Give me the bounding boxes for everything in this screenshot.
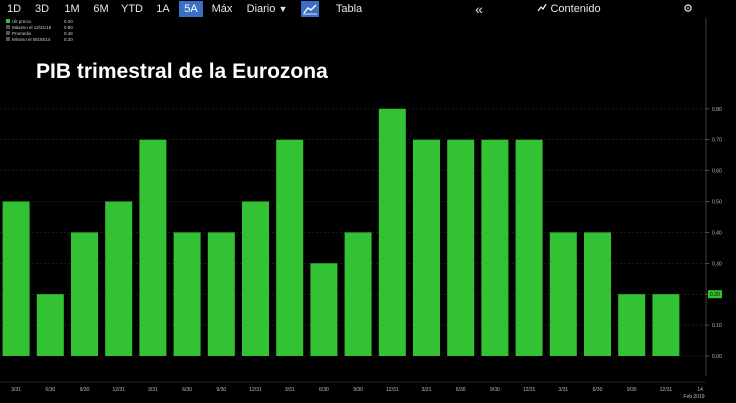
x-tick-label: 6/30	[593, 387, 603, 393]
y-tick-label: 0.80	[712, 107, 722, 113]
bar	[139, 139, 167, 356]
bar	[276, 139, 304, 356]
range-ytd-button[interactable]: YTD	[121, 3, 143, 15]
x-footer-label: Feb 2019	[683, 394, 704, 400]
bar	[344, 232, 372, 356]
x-tick-label: 9/30	[353, 387, 363, 393]
x-tick-label: 3/31	[285, 387, 295, 393]
x-tick-label: 9/30	[627, 387, 637, 393]
y-tick-label: 0.50	[712, 200, 722, 206]
caret-down-icon: ▼	[278, 4, 288, 14]
bar	[413, 139, 440, 356]
bar	[447, 139, 475, 356]
legend-swatch	[6, 25, 10, 29]
content-button[interactable]: Contenido	[533, 1, 605, 17]
bar	[36, 294, 64, 356]
x-tick-label: 3/31	[148, 387, 158, 393]
x-tick-label: 6/30	[456, 387, 466, 393]
bars	[2, 108, 680, 356]
bar	[584, 232, 611, 356]
x-tick-label: 9/30	[216, 387, 226, 393]
x-tick-label: 9/30	[490, 387, 500, 393]
sparkline-icon	[537, 3, 547, 12]
legend-item-value: 0.20	[64, 19, 73, 24]
x-tick-label: 12/31	[386, 387, 399, 393]
legend-item-value: 0.49	[64, 31, 73, 36]
y-axis: 0.000.100.200.300.400.500.600.700.800.20	[705, 18, 722, 376]
last-value-tag	[708, 290, 722, 299]
legend-item-value: 0.20	[64, 37, 73, 42]
bar	[173, 232, 201, 356]
bar	[207, 232, 235, 356]
bar	[481, 139, 509, 356]
range-5a-button[interactable]: 5A	[179, 1, 203, 17]
y-tick-label: 0.70	[712, 138, 722, 144]
last-value-label: 0.20	[710, 292, 720, 298]
range-1d-button[interactable]: 1D	[6, 3, 22, 15]
gdp-bar-chart: 0.000.100.200.300.400.500.600.700.800.20…	[0, 18, 722, 400]
toolbar: 1D 3D 1M 6M YTD 1A 5A Máx Diario ▼ Tabla…	[0, 0, 736, 18]
content-label: Contenido	[550, 3, 601, 15]
bar	[105, 201, 133, 356]
x-tick-label: 12/31	[112, 387, 125, 393]
legend-swatch	[6, 31, 10, 35]
bar	[549, 232, 577, 356]
bar	[242, 201, 269, 356]
line-chart-icon	[303, 4, 317, 15]
y-tick-label: 0.60	[712, 169, 722, 175]
bar	[618, 294, 646, 356]
table-button[interactable]: Tabla	[335, 3, 363, 15]
y-tick-label: 0.40	[712, 230, 722, 236]
x-tick-label: 6/30	[45, 387, 55, 393]
y-tick-label: 0.30	[712, 261, 722, 267]
legend-item-label: Promedio	[12, 31, 32, 36]
x-tick-label: 3/31	[422, 387, 432, 393]
bar	[652, 294, 680, 356]
range-1m-button[interactable]: 1M	[64, 3, 80, 15]
bar	[2, 201, 30, 356]
x-tick-label: 3/31	[11, 387, 21, 393]
range-6m-button[interactable]: 6M	[93, 3, 109, 15]
frequency-dropdown[interactable]: Diario ▼	[240, 1, 294, 17]
legend: Últ precio 0.20 Máximo el 12/31/16 0.80 Prom…	[6, 18, 73, 42]
range-3d-button[interactable]: 3D	[34, 3, 50, 15]
collapse-icon[interactable]: «	[475, 1, 483, 17]
legend-item-label: Máximo el 12/31/16	[12, 25, 52, 30]
x-tick-label: 12/31	[249, 387, 262, 393]
bar	[71, 232, 98, 356]
legend-item-value: 0.80	[64, 25, 73, 30]
legend-item-label: Mínimo el 06/30/14	[12, 37, 51, 42]
x-tick-label: 9/30	[80, 387, 90, 393]
settings-gear-icon[interactable]: ⚙	[683, 3, 693, 15]
legend-swatch	[6, 19, 10, 23]
legend-item-label: Últ precio	[12, 18, 32, 24]
y-tick-label: 0.10	[712, 323, 722, 329]
x-axis: 3/31 6/30 9/30 12/31 3/31 6/30 9/30 12/31 3/31 6/…	[0, 381, 706, 400]
x-tick-label: 6/30	[319, 387, 329, 393]
x-tick-label: 3/31	[558, 387, 568, 393]
bar	[310, 263, 338, 356]
chart-type-button[interactable]	[301, 1, 319, 17]
x-tick-label: 12/31	[523, 387, 536, 393]
bar	[515, 139, 543, 356]
chart-title: PIB trimestral de la Eurozona	[36, 60, 328, 83]
range-1a-button[interactable]: 1A	[156, 3, 170, 15]
x-tick-label: 14	[697, 387, 703, 393]
bar	[378, 108, 406, 356]
x-tick-label: 6/30	[182, 387, 192, 393]
y-tick-label: 0.00	[712, 354, 722, 360]
frequency-label: Diario	[246, 3, 276, 15]
x-tick-label: 12/31	[660, 387, 673, 393]
range-max-button[interactable]: Máx	[211, 3, 233, 15]
legend-swatch	[6, 37, 10, 41]
